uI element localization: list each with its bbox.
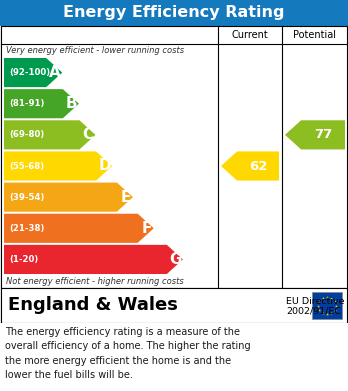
Text: 62: 62 [249,160,267,172]
Text: (81-91): (81-91) [9,99,45,108]
Text: E: E [120,190,131,204]
Polygon shape [4,214,154,243]
Text: A: A [49,65,61,80]
Text: Very energy efficient - lower running costs: Very energy efficient - lower running co… [6,46,184,55]
Polygon shape [4,245,183,274]
Polygon shape [221,151,279,181]
Text: Not energy efficient - higher running costs: Not energy efficient - higher running co… [6,277,184,286]
Bar [0,323,348,391]
Text: 77: 77 [314,128,332,142]
Text: (21-38): (21-38) [9,224,45,233]
Polygon shape [4,183,133,212]
Polygon shape [4,120,95,149]
Bar [0,0,348,26]
Text: (55-68): (55-68) [9,161,44,170]
Bar [312,292,342,319]
Text: D: D [98,158,111,174]
Polygon shape [4,58,62,87]
Text: F: F [141,221,152,236]
Bar [1,26,347,288]
Text: Potential: Potential [293,30,337,40]
Text: The energy efficiency rating is a measure of the
overall efficiency of a home. T: The energy efficiency rating is a measur… [5,327,251,380]
Text: (69-80): (69-80) [9,130,44,139]
Bar [1,288,347,323]
Text: Current: Current [232,30,268,40]
Text: (1-20): (1-20) [9,255,38,264]
Polygon shape [285,120,345,149]
Text: G: G [169,252,182,267]
Polygon shape [4,151,112,181]
Text: 2002/91/EC: 2002/91/EC [286,306,341,315]
Text: (92-100): (92-100) [9,68,50,77]
Text: C: C [83,127,94,142]
Text: England & Wales: England & Wales [8,296,178,314]
Text: B: B [66,96,78,111]
Text: EU Directive: EU Directive [286,297,345,306]
Polygon shape [4,89,79,118]
Text: Energy Efficiency Rating: Energy Efficiency Rating [63,5,285,20]
Text: (39-54): (39-54) [9,193,45,202]
